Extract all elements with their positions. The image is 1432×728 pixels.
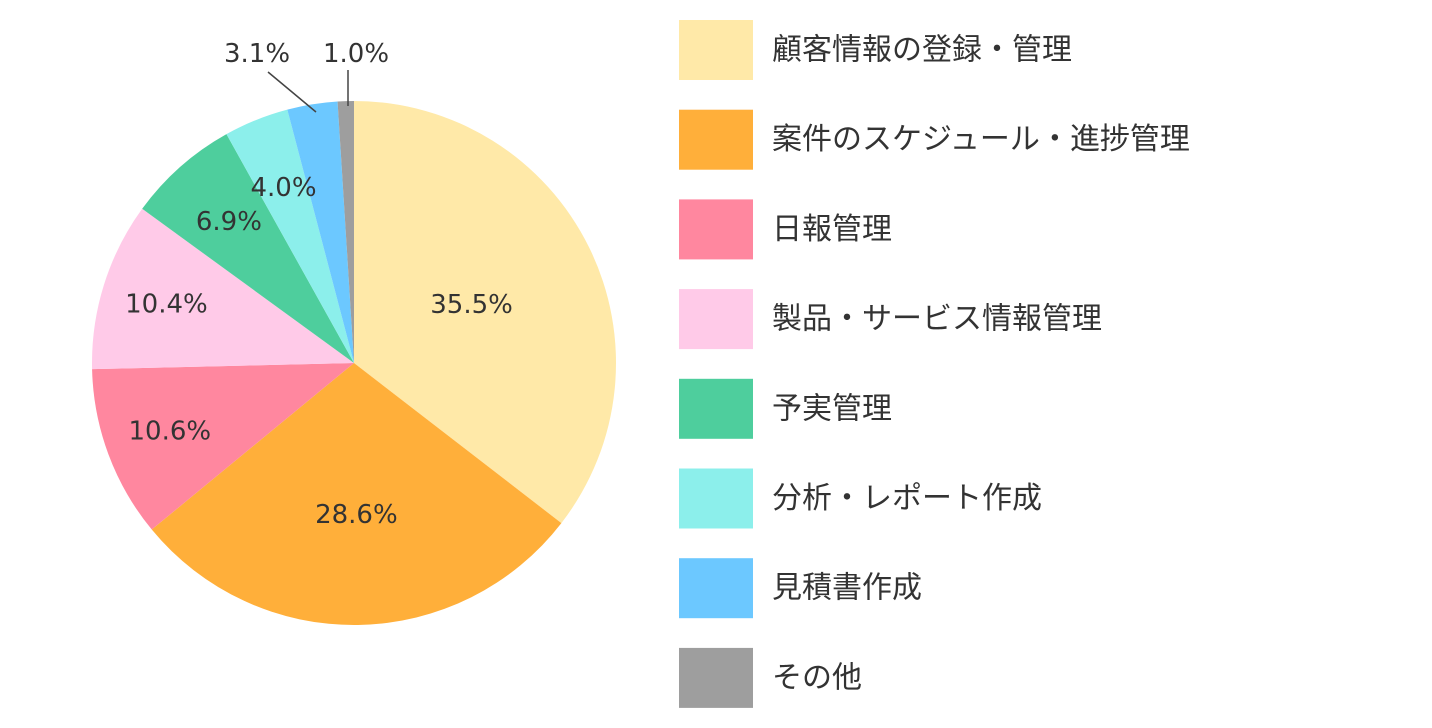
- legend-label-2: 案件のスケジュール・進捗管理: [772, 122, 1190, 157]
- slice-7-wedge: [287, 101, 354, 364]
- legend-swatch-5: [679, 378, 753, 439]
- legend-label-8: その他: [772, 660, 862, 695]
- legend-label-1: 顧客情報の登録・管理: [772, 33, 1072, 68]
- slice-2-wedge: [151, 363, 562, 625]
- slice-8-wedge: [337, 101, 354, 363]
- leader-lines: [267, 70, 349, 113]
- legend-swatch-1: [679, 20, 753, 80]
- slice-3-value-label: 10.6%: [129, 417, 212, 447]
- slice-1-wedge: [354, 101, 616, 524]
- slice-7-value-label: 3.1%: [224, 39, 290, 69]
- slice-4-wedge: [92, 208, 354, 370]
- legend: 顧客情報の登録・管理案件のスケジュール・進捗管理日報管理製品・サービス情報管理予…: [679, 20, 1190, 708]
- slice-8-value-label: 1.0%: [323, 39, 389, 69]
- slice-5-wedge: [142, 134, 354, 363]
- legend-label-7: 見積書作成: [772, 571, 922, 606]
- legend-swatch-6: [679, 468, 753, 529]
- legend-swatch-2: [679, 109, 753, 170]
- slice-3-wedge: [92, 363, 355, 530]
- slice-1-value-label: 35.5%: [430, 290, 513, 320]
- legend-swatch-7: [679, 558, 753, 619]
- pie-slices: [92, 101, 616, 625]
- legend-label-5: 予実管理: [772, 391, 892, 426]
- slice-6-value-label: 4.0%: [250, 173, 316, 203]
- legend-label-6: 分析・レポート作成: [772, 481, 1042, 516]
- slice-4-value-label: 10.4%: [125, 289, 208, 319]
- legend-label-3: 日報管理: [772, 212, 892, 247]
- slice-6-wedge: [226, 109, 354, 363]
- legend-swatch-8: [679, 647, 753, 708]
- slice-5-value-label: 6.9%: [196, 207, 262, 237]
- slice-2-value-label: 28.6%: [315, 500, 398, 530]
- legend-label-4: 製品・サービス情報管理: [772, 302, 1102, 337]
- slice-7-leader-line: [267, 71, 317, 113]
- legend-swatch-4: [679, 289, 753, 350]
- slice-labels: 35.5% 28.6% 10.6% 10.4% 6.9% 4.0% 3.1% 1.0%: [125, 39, 513, 530]
- legend-swatch-3: [679, 199, 753, 260]
